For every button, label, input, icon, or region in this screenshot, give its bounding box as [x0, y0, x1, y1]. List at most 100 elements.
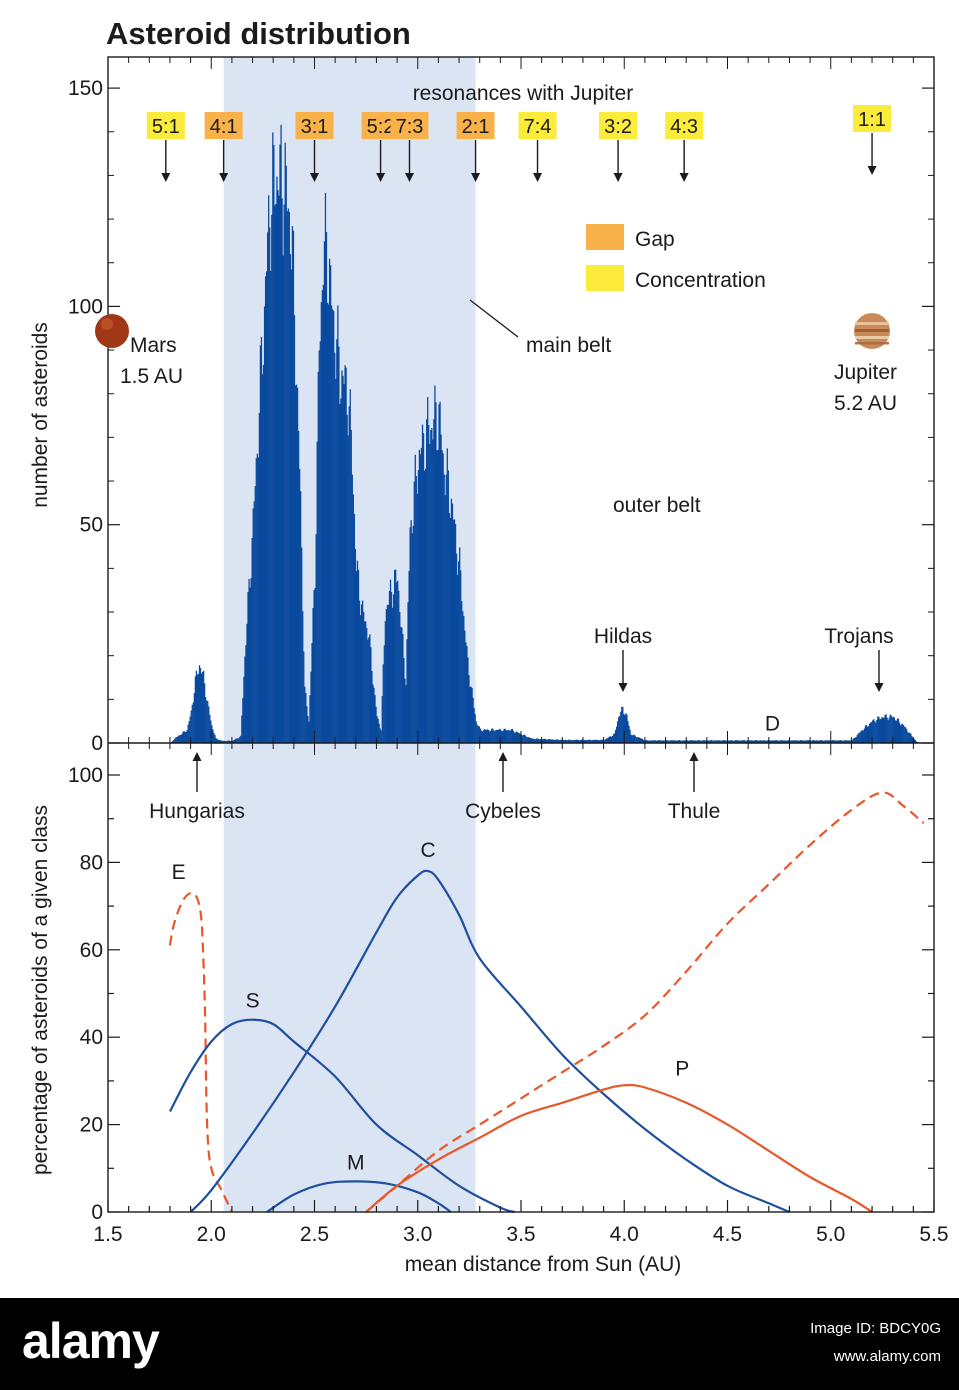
histogram-bar [518, 733, 521, 743]
resonance-badge [456, 112, 495, 139]
histogram-bar [741, 740, 744, 743]
histogram-bar [844, 740, 846, 743]
histogram-bar [516, 731, 519, 743]
histogram-bar [379, 728, 381, 743]
histogram-bar [823, 740, 825, 743]
histogram-bar [472, 697, 474, 743]
histogram-bar [583, 740, 586, 743]
histogram-bar [735, 740, 738, 743]
histogram-bar [800, 740, 803, 743]
resonance-label: 1:1 [858, 109, 886, 131]
histogram-bar [366, 628, 368, 743]
histogram-bar [568, 739, 570, 743]
histogram-bar [440, 434, 442, 743]
histogram-bar [849, 740, 851, 743]
histogram-bar [172, 740, 174, 743]
histogram-bar [690, 740, 692, 743]
histogram-bar [914, 739, 916, 743]
histogram-bar [769, 740, 772, 743]
histogram-bar [443, 474, 445, 743]
histogram-bar [190, 710, 192, 743]
histogram-bar [303, 651, 305, 743]
histogram-bar [451, 503, 454, 743]
histogram-bar [585, 739, 587, 743]
histogram-bar [684, 740, 686, 743]
histogram-bar [894, 720, 897, 743]
histogram-bar [807, 740, 809, 743]
histogram-bar [669, 740, 671, 743]
histogram-bar [522, 735, 524, 743]
histogram-bar [488, 731, 491, 743]
histogram-bar [570, 740, 572, 743]
histogram-bar [875, 722, 877, 743]
histogram-bar [652, 740, 654, 743]
jupiter-band [855, 329, 889, 332]
histogram-bar [779, 740, 781, 743]
histogram-bar [676, 740, 679, 743]
x-tick-label: 5.0 [816, 1223, 845, 1246]
histogram-bar [537, 738, 539, 743]
histogram-bar [541, 739, 543, 743]
histogram-bar [695, 740, 697, 743]
y-tick-label-bottom: 0 [91, 1201, 103, 1224]
histogram-bar [783, 740, 785, 743]
histogram-bar [526, 737, 528, 743]
histogram-bar [523, 734, 525, 743]
histogram-bar [564, 739, 566, 743]
curve-c [189, 869, 790, 1214]
histogram-bar [223, 740, 225, 743]
histogram-bar [610, 736, 613, 743]
histogram-bar [467, 657, 469, 743]
histogram-bar [599, 740, 601, 743]
resonance-label: 2:1 [462, 116, 490, 138]
histogram-bar [908, 732, 910, 743]
histogram-bar [617, 721, 619, 743]
trojans-label: Trojans [824, 625, 893, 648]
histogram-bar [314, 587, 316, 743]
histogram-bar [861, 730, 863, 743]
curve-p [365, 1083, 873, 1213]
resonance-label: 4:1 [210, 116, 238, 138]
hungarias-label: Hungarias [149, 800, 245, 823]
histogram-bar [587, 740, 589, 743]
histogram-bar [895, 720, 898, 743]
histogram-bar [405, 685, 407, 743]
histogram-bar [719, 740, 721, 743]
histogram-bar [880, 718, 882, 743]
histogram-bar [174, 738, 176, 743]
histogram-bar [218, 739, 220, 743]
histogram-bar [477, 726, 479, 743]
histogram-bar [424, 468, 427, 743]
histogram-bar [553, 739, 555, 743]
histogram-bar [272, 132, 274, 743]
histogram-bar [212, 729, 214, 743]
resonance-badge [665, 112, 704, 139]
histogram-bar [285, 165, 287, 743]
histogram-bar [858, 732, 860, 743]
histogram-bar [629, 729, 631, 743]
histogram-bar [217, 739, 219, 743]
histogram-bar [820, 740, 822, 743]
histogram-bar [258, 413, 261, 743]
histogram-bar [826, 740, 828, 743]
histogram-bar [402, 634, 404, 743]
histogram-bar [274, 205, 276, 744]
histogram-bar [207, 700, 209, 743]
image-id: Image ID: BDCY0G [810, 1320, 941, 1337]
histogram-bar [828, 740, 830, 743]
histogram-bar [759, 740, 761, 743]
histogram-bar [563, 739, 565, 743]
histogram-bar [615, 726, 618, 743]
histogram-bar [833, 740, 836, 743]
histogram-bar [765, 740, 767, 743]
histogram-bar [782, 740, 784, 743]
histogram-bar [492, 728, 494, 743]
histogram-bar [792, 740, 794, 743]
histogram-bar [565, 740, 567, 743]
histogram-bar [836, 740, 839, 743]
histogram-bar [511, 728, 513, 743]
histogram-bar [714, 740, 716, 743]
histogram-bar [331, 305, 333, 743]
histogram-bar [712, 740, 714, 743]
resonance-badge [853, 105, 892, 132]
